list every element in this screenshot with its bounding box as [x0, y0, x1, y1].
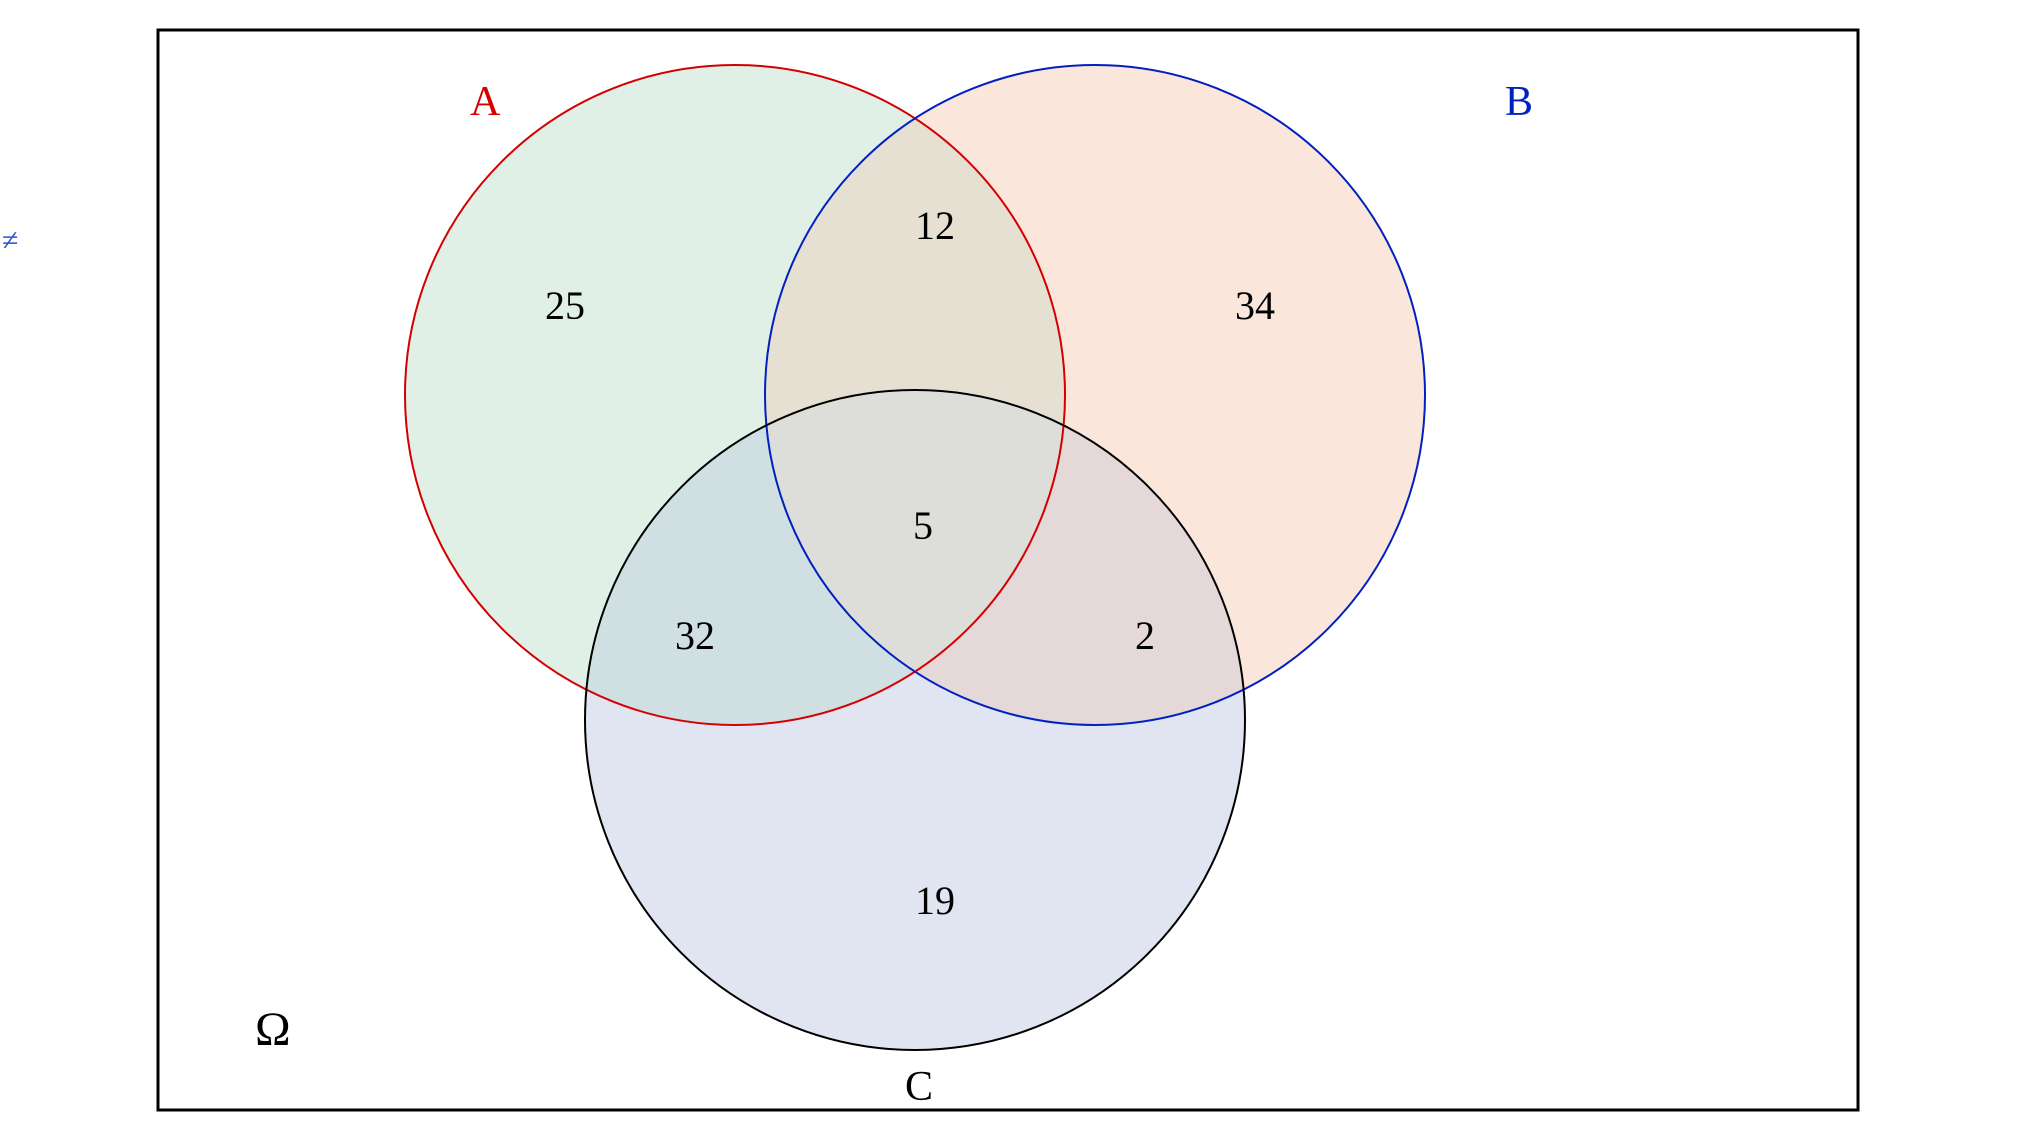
- value-a-only: 25: [545, 283, 585, 328]
- value-b-and-c: 2: [1135, 613, 1155, 658]
- cropped-glyph-left: ≠: [2, 224, 18, 257]
- set-label-c: C: [905, 1064, 933, 1110]
- set-label-b: B: [1505, 79, 1533, 125]
- value-c-only: 19: [915, 878, 955, 923]
- value-a-b-c: 5: [913, 503, 933, 548]
- venn-diagram: 253419123225ABCΩ≠: [0, 0, 2018, 1138]
- universe-label: Ω: [255, 1003, 291, 1056]
- set-label-a: A: [470, 79, 501, 125]
- diagram-canvas: 253419123225ABCΩ≠: [0, 0, 2018, 1138]
- value-b-only: 34: [1235, 283, 1275, 328]
- region-a-b-c: [0, 0, 2018, 1138]
- value-a-and-b: 12: [915, 203, 955, 248]
- value-a-and-c: 32: [675, 613, 715, 658]
